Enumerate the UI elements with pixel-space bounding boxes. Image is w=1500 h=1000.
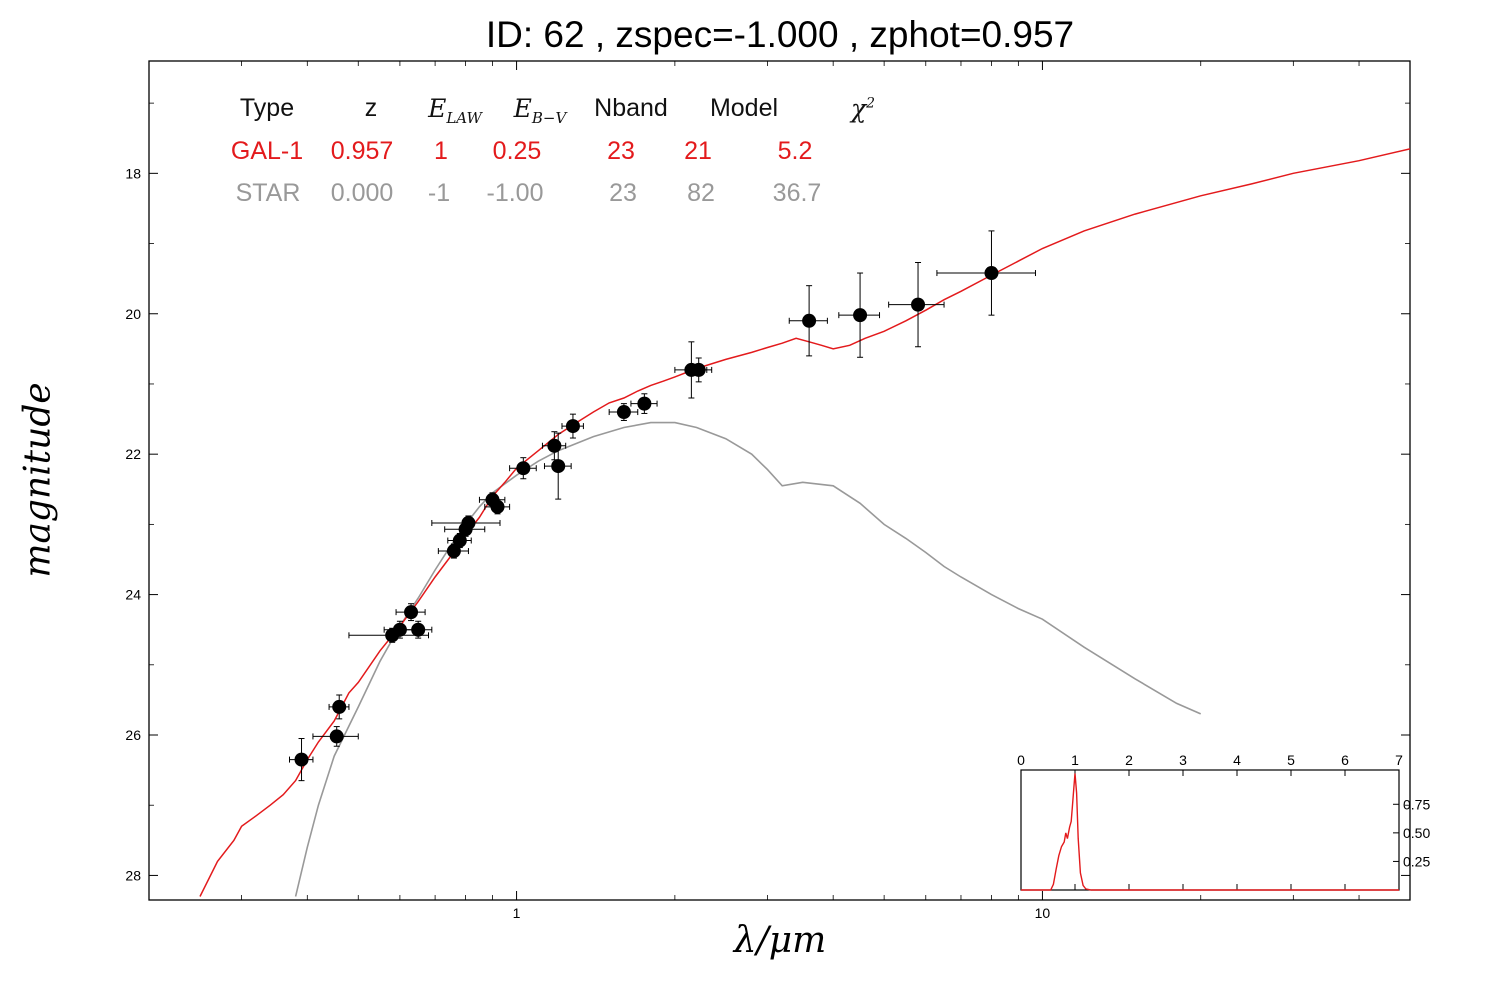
pdz-inset: 0 1 2 3 4 5 6 7 0.25 0.50 0.75	[1017, 752, 1430, 891]
y-tick-label: 20	[125, 306, 141, 322]
star-chi2: 36.7	[772, 179, 822, 207]
inset-x-tick-label: 5	[1287, 752, 1295, 768]
inset-x-tick-label: 0	[1017, 752, 1025, 768]
data-marker	[565, 419, 580, 434]
galaxy-template-line	[199, 148, 1410, 897]
data-marker	[332, 699, 347, 714]
gal-ebv: 0.25	[492, 137, 542, 165]
x-tick-label: 1	[513, 905, 521, 921]
data-marker	[329, 729, 344, 744]
star-z: 0.000	[330, 179, 394, 207]
photometry-point	[608, 403, 639, 421]
header-nband: Nband	[594, 94, 668, 122]
star-model: 82	[687, 179, 715, 207]
star-nband: 23	[609, 179, 637, 207]
header-type: Type	[239, 94, 295, 122]
photometry-point	[936, 230, 1036, 316]
inset-x-tick-label: 6	[1341, 752, 1349, 768]
header-chi2: χ2	[850, 94, 876, 123]
header-model: Model	[709, 94, 779, 122]
inset-y-tick-label: 0.50	[1403, 825, 1430, 841]
header-chi2-sup: 2	[866, 95, 876, 112]
photometry-point	[561, 413, 584, 439]
data-marker	[411, 622, 426, 637]
photometry-point	[395, 603, 426, 622]
y-tick-label: 22	[125, 446, 141, 462]
data-marker	[490, 499, 505, 514]
inset-frame	[1020, 769, 1400, 891]
photometry-point	[630, 393, 658, 414]
photometry-point	[403, 620, 433, 639]
photometry-point	[888, 262, 945, 348]
inset-x-tick-label: 7	[1395, 752, 1403, 768]
y-axis-label: magnitude	[17, 382, 59, 578]
y-tick-label: 28	[125, 867, 141, 883]
data-marker	[984, 266, 999, 281]
y-tick-label: 26	[125, 727, 141, 743]
data-marker	[392, 622, 407, 637]
photometry-point	[838, 272, 881, 358]
header-ebv: EB−V	[513, 94, 567, 127]
gal-elaw: 1	[434, 137, 448, 165]
photometry-point	[431, 515, 501, 531]
photometry-point	[447, 533, 472, 549]
data-marker	[853, 308, 868, 323]
data-marker	[452, 533, 467, 548]
inset-y-tick-label: 0.25	[1403, 853, 1430, 869]
photometry-point	[509, 457, 537, 480]
data-marker	[404, 605, 419, 620]
photometry-point	[312, 726, 359, 747]
inset-x-tick-label: 2	[1125, 752, 1133, 768]
photometry-point	[484, 499, 511, 515]
inset-x-tick-label: 1	[1071, 752, 1079, 768]
header-ebv-sub: B−V	[531, 109, 567, 127]
y-tick-label: 18	[125, 165, 141, 181]
gal-type: GAL-1	[230, 137, 304, 165]
photometry-point	[788, 285, 828, 357]
data-marker	[516, 461, 531, 476]
gal-chi2: 5.2	[777, 137, 813, 165]
gal-model: 21	[684, 137, 712, 165]
x-axis-label: λ/μm	[733, 920, 827, 961]
pdz-line	[1021, 773, 1399, 891]
plot-frame	[148, 60, 1411, 901]
data-marker	[911, 297, 926, 312]
data-marker	[551, 459, 566, 474]
photometry-point	[328, 694, 350, 720]
star-type: STAR	[235, 179, 301, 207]
figure-title: ID: 62 , zspec=-1.000 , zphot=0.957	[485, 14, 1075, 55]
data-marker	[547, 438, 562, 453]
inset-y-tick-label: 0.75	[1403, 796, 1430, 812]
star-elaw: -1	[427, 179, 451, 207]
header-elaw-sub: LAW	[446, 109, 482, 127]
inset-x-tick-label: 4	[1233, 752, 1241, 768]
y-tick-label: 24	[125, 587, 141, 603]
data-marker	[294, 752, 309, 767]
star-ebv: -1.00	[486, 179, 544, 207]
x-tick-label: 10	[1035, 905, 1051, 921]
photometry-point	[288, 738, 314, 782]
data-marker	[802, 313, 817, 328]
header-z: z	[364, 94, 378, 122]
photometry-point	[685, 357, 713, 383]
header-elaw: ELAW	[428, 94, 482, 127]
photometry-point	[543, 432, 572, 500]
gal-nband: 23	[607, 137, 635, 165]
data-marker	[691, 362, 706, 377]
data-marker	[461, 515, 476, 530]
inset-x-tick-label: 3	[1179, 752, 1187, 768]
data-marker	[616, 405, 631, 420]
gal-z: 0.957	[330, 137, 394, 165]
data-marker	[637, 396, 652, 411]
